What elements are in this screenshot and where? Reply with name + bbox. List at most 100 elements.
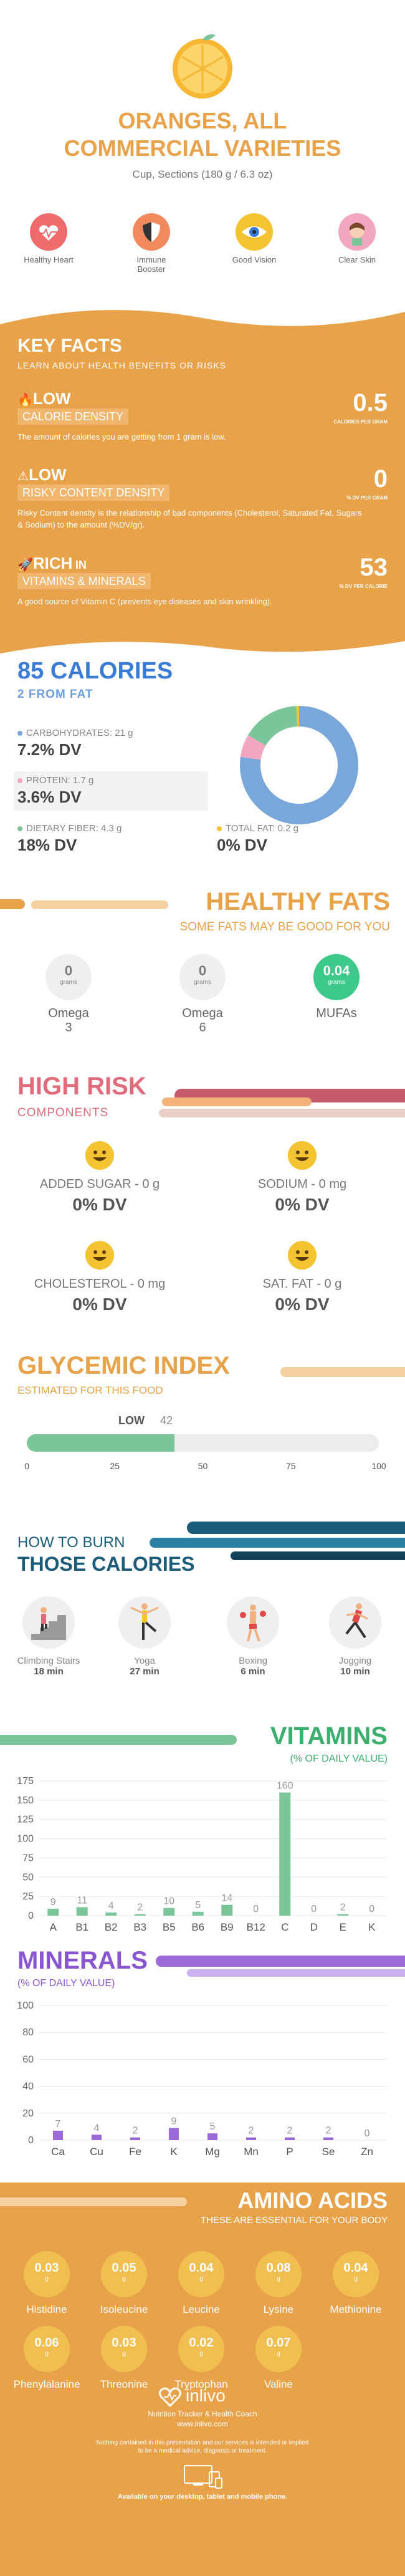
- fat-unit: grams: [194, 979, 211, 986]
- burn-activity: Climbing Stairs: [17, 1656, 80, 1666]
- amino-section: AMINO ACIDS THESE ARE ESSENTIAL FOR YOUR…: [0, 2183, 405, 2576]
- x-tick-label: Fe: [129, 2146, 141, 2158]
- key-fact-calorie-density: 🔥LOW CALORIE DENSITY 0.5 CALORIES PER GR…: [17, 389, 388, 443]
- fact-level: LOW: [32, 389, 71, 408]
- bar-e: [337, 1914, 349, 1916]
- fact-value: 0: [373, 465, 388, 493]
- bar-value-label: 5: [195, 1900, 201, 1911]
- x-tick-label: C: [281, 1921, 288, 1933]
- glycemic-tick-label: 50: [198, 1461, 208, 1471]
- glycemic-title: GLYCEMIC INDEX: [17, 1352, 230, 1379]
- amino-title: AMINO ACIDS: [237, 2188, 388, 2213]
- bar-value-label: 7: [55, 2119, 61, 2130]
- calories-subtitle: 2 FROM FAT: [17, 688, 93, 701]
- x-tick-label: K: [368, 1921, 376, 1933]
- bar-value-label: 2: [133, 2126, 138, 2136]
- bar-value-label: 2: [340, 1903, 346, 1913]
- bar-value-label: 9: [171, 2116, 177, 2127]
- fat-unit: grams: [60, 979, 77, 986]
- risk-name: SODIUM - 0 mg: [257, 1177, 347, 1191]
- healthy-fats-bar-mid: [31, 900, 168, 909]
- y-tick-label: 100: [17, 2000, 34, 2011]
- boxing-icon: [227, 1596, 279, 1649]
- burn-bar-2: [150, 1538, 405, 1548]
- bar-b5: [163, 1908, 175, 1916]
- carbs-dv: 7.2% DV: [17, 740, 82, 759]
- benefit-healthy-heart: Healthy Heart: [24, 213, 74, 264]
- x-tick-label: Mg: [205, 2146, 220, 2158]
- smile-icon: [288, 1241, 317, 1270]
- amino-value: 0.04: [343, 2261, 368, 2275]
- benefit-clear-skin: Clear Skin: [332, 213, 382, 264]
- amino-value: 0.06: [34, 2336, 59, 2350]
- bar-value-label: 11: [77, 1895, 87, 1906]
- glycemic-section: GLYCEMIC INDEX ESTIMATED FOR THIS FOOD L…: [0, 1352, 405, 1502]
- y-tick-label: 40: [22, 2082, 34, 2092]
- minerals-bar-1: [156, 1956, 405, 1967]
- glycemic-tick-label: 25: [110, 1461, 120, 1471]
- amino-value: 0.03: [112, 2336, 136, 2350]
- fiber-row: DIETARY FIBER: 4.3 g 18% DV: [17, 823, 122, 855]
- donut-slice-protein: [240, 735, 266, 760]
- x-tick-label: K: [170, 2146, 178, 2158]
- burn-item-stairs: Climbing Stairs 18 min: [11, 1596, 86, 1677]
- calories-donut-chart: [240, 706, 358, 824]
- bar-value-label: 14: [221, 1893, 232, 1904]
- burn-bar-3: [231, 1551, 405, 1560]
- amino-value-circle: 0.04 g: [333, 2251, 379, 2297]
- glycemic-value: 42: [160, 1414, 173, 1427]
- amino-name: Valine: [264, 2378, 293, 2390]
- fact-level: RICH: [32, 554, 73, 572]
- risk-dv: 0% DV: [275, 1295, 330, 1314]
- amino-value-circle: 0.04 g: [178, 2251, 224, 2297]
- amino-value-circle: 0.07 g: [255, 2326, 302, 2372]
- minerals-section: MINERALS (% OF DAILY VALUE) 0 20 40 60 80 100…: [0, 1947, 405, 2178]
- eye-icon: [236, 213, 273, 251]
- carbs-dot: [17, 731, 22, 736]
- flame-icon: 🔥: [17, 393, 33, 407]
- bar-b9: [221, 1904, 233, 1916]
- glycemic-level: LOW: [118, 1414, 145, 1427]
- risk-name: SAT. FAT - 0 g: [262, 1277, 342, 1291]
- burn-title-2: THOSE CALORIES: [17, 1553, 195, 1575]
- footer-url[interactable]: www.inlivo.com: [176, 2419, 229, 2428]
- amino-value: 0.07: [266, 2336, 291, 2350]
- amino-unit: g: [45, 2275, 49, 2282]
- footer-disclaimer-2: to be a medical advice, diagnosis or tre…: [138, 2448, 267, 2454]
- protein-dot: [17, 778, 22, 783]
- healthy-fats-title: HEALTHY FATS: [206, 888, 390, 915]
- fact-name: RISKY CONTENT DENSITY: [17, 485, 170, 501]
- x-tick-label: Mn: [244, 2146, 259, 2158]
- glycemic-tick-label: 75: [285, 1461, 296, 1471]
- rocket-icon: 🚀: [17, 558, 33, 572]
- inlivo-heart-logo: [159, 2387, 181, 2407]
- amino-name: Phenylalanine: [13, 2378, 80, 2390]
- benefit-label: Healthy Heart: [24, 255, 74, 264]
- healthy-fats-section: HEALTHY FATS SOME FATS MAY BE GOOD FOR Y…: [0, 885, 405, 1073]
- x-tick-label: D: [310, 1921, 318, 1933]
- x-tick-label: B2: [105, 1921, 118, 1933]
- bar-value-label: 0: [369, 1904, 374, 1914]
- glycemic-ticks: 0 25 50 75 100: [24, 1461, 386, 1474]
- y-tick-label: 125: [17, 1815, 34, 1825]
- amino-value-circle: 0.06 g: [24, 2326, 70, 2372]
- shield-icon: [133, 213, 170, 251]
- fact-name: VITAMINS & MINERALS: [17, 573, 151, 589]
- x-tick-label: B12: [247, 1921, 265, 1933]
- bar-value-label: 2: [249, 2126, 254, 2136]
- x-tick-label: B6: [191, 1921, 204, 1933]
- amino-name: Tryptophan: [174, 2378, 228, 2390]
- high-risk-bar-3: [159, 1109, 405, 1117]
- fiber-dv: 18% DV: [17, 836, 77, 854]
- risk-name: ADDED SUGAR - 0 g: [39, 1177, 160, 1191]
- fat-name: MUFAs: [316, 1006, 357, 1020]
- burn-title-1: HOW TO BURN: [17, 1534, 125, 1551]
- y-tick-label: 50: [22, 1872, 34, 1883]
- x-tick-label: B5: [163, 1921, 176, 1933]
- donut-slice-dietary-fiber: [248, 706, 298, 746]
- high-risk-section: HIGH RISK COMPONENTS ADDED SUGAR - 0 g 0…: [0, 1073, 405, 1334]
- bar-fe: [130, 2137, 140, 2140]
- risk-dv: 0% DV: [72, 1295, 127, 1314]
- bar-a: [47, 1908, 59, 1916]
- amino-unit: g: [122, 2350, 126, 2357]
